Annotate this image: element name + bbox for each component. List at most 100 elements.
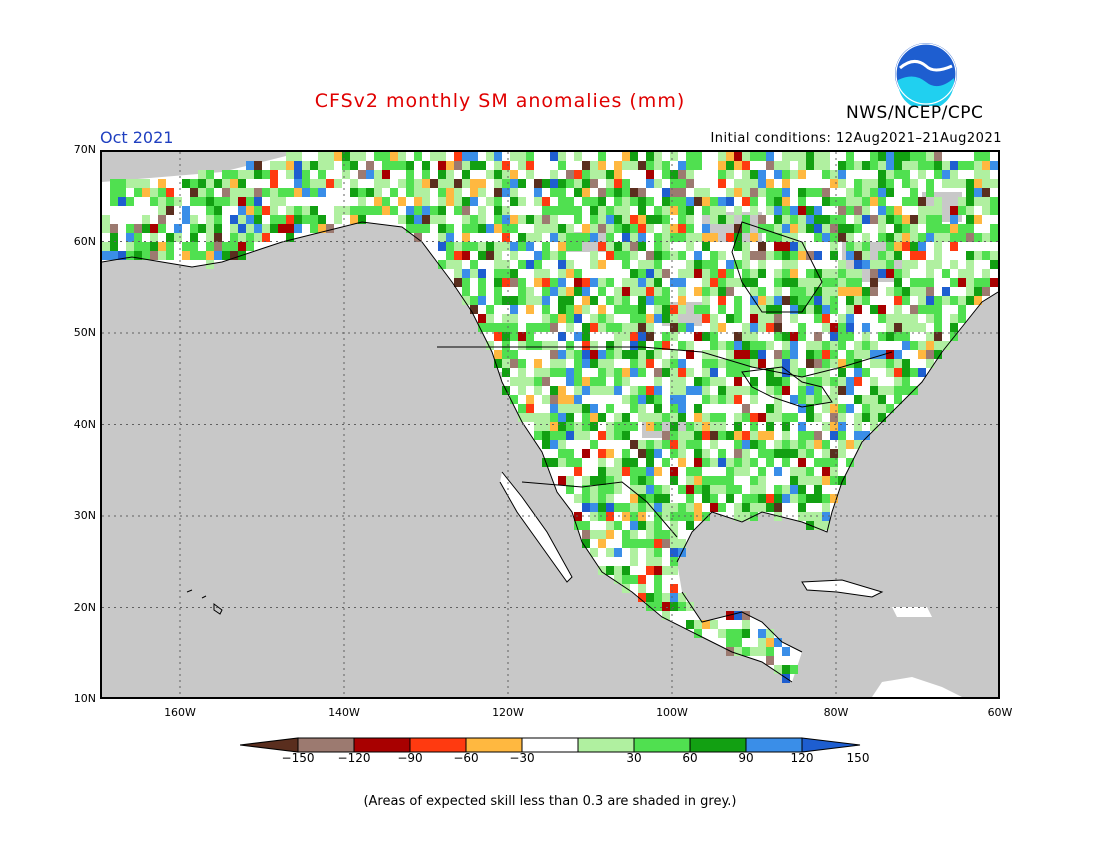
anomaly-cell [766,638,774,647]
anomaly-cell [622,233,630,242]
anomaly-cell [806,467,814,476]
anomaly-cell [630,314,638,323]
anomaly-cell [574,368,582,377]
anomaly-cell [926,341,934,350]
anomaly-cell [374,170,382,179]
anomaly-cell [494,224,502,233]
anomaly-cell [526,152,534,161]
anomaly-cell [550,431,558,440]
anomaly-cell [822,503,830,512]
anomaly-cell [710,431,718,440]
anomaly-cell [966,206,974,215]
anomaly-cell [622,350,630,359]
anomaly-cell [974,278,982,287]
anomaly-cell [686,431,694,440]
anomaly-cell [382,170,390,179]
anomaly-cell [190,242,198,251]
anomaly-cell [878,251,886,260]
anomaly-cell [558,287,566,296]
anomaly-cell [614,188,622,197]
map-title-text: CFSv2 monthly SM anomalies (mm) [314,90,686,112]
anomaly-cell [638,188,646,197]
anomaly-cell [406,161,414,170]
anomaly-cell [702,350,710,359]
noaa-logo [895,43,957,106]
anomaly-cell [670,224,678,233]
anomaly-cell [262,206,270,215]
anomaly-cell [686,152,694,161]
anomaly-cell [862,179,870,188]
anomaly-cell [846,377,854,386]
anomaly-cell [590,530,598,539]
anomaly-cell [830,395,838,404]
anomaly-cell [670,179,678,188]
anomaly-cell [606,494,614,503]
anomaly-cell [566,449,574,458]
anomaly-cell [830,287,838,296]
anomaly-cell [830,413,838,422]
anomaly-cell [958,224,966,233]
anomaly-cell [774,287,782,296]
anomaly-cell [758,260,766,269]
anomaly-cell [662,611,670,620]
anomaly-cell [494,287,502,296]
anomaly-cell [582,161,590,170]
hawaii-islands [186,589,223,615]
anomaly-cell [646,521,654,530]
anomaly-cell [742,467,750,476]
anomaly-cell [318,224,326,233]
anomaly-cell [590,494,598,503]
anomaly-cell [694,188,702,197]
anomaly-cell [630,323,638,332]
anomaly-cell [662,566,670,575]
anomaly-cell [734,467,742,476]
anomaly-cell [718,476,726,485]
anomaly-cell [886,287,894,296]
anomaly-cell [542,278,550,287]
anomaly-cell [182,215,190,224]
anomaly-cell [462,296,470,305]
anomaly-cell [678,224,686,233]
anomaly-cell [790,260,798,269]
anomaly-cell [838,440,846,449]
anomaly-cell [630,287,638,296]
anomaly-cell [934,314,942,323]
anomaly-cell [654,602,662,611]
anomaly-cell [710,278,718,287]
anomaly-cell [286,206,294,215]
anomaly-cell [646,530,654,539]
anomaly-cell [798,206,806,215]
anomaly-cell [302,188,310,197]
anomaly-cell [502,350,510,359]
anomaly-cell [150,242,158,251]
anomaly-cell [726,233,734,242]
anomaly-cell [222,251,230,260]
anomaly-cell [966,215,974,224]
anomaly-cell [406,206,414,215]
anomaly-cell [814,287,822,296]
anomaly-cell [678,323,686,332]
anomaly-cell [774,278,782,287]
anomaly-cell [886,179,894,188]
anomaly-cell [950,179,958,188]
anomaly-cell [958,233,966,242]
anomaly-cell [478,215,486,224]
anomaly-cell [926,305,934,314]
anomaly-cell [318,161,326,170]
anomaly-cell [814,377,822,386]
anomaly-cell [526,404,534,413]
anomaly-cell [654,530,662,539]
anomaly-cell [790,359,798,368]
anomaly-cell [910,224,918,233]
anomaly-cell [854,179,862,188]
anomaly-cell [678,431,686,440]
anomaly-cell [646,278,654,287]
anomaly-cell [838,341,846,350]
anomaly-cell [582,188,590,197]
agency-label: NWS/NCEP/CPC [846,103,984,123]
anomaly-cell [854,269,862,278]
anomaly-cell [958,269,966,278]
anomaly-cell [886,368,894,377]
anomaly-cell [110,179,118,188]
anomaly-cell [502,314,510,323]
